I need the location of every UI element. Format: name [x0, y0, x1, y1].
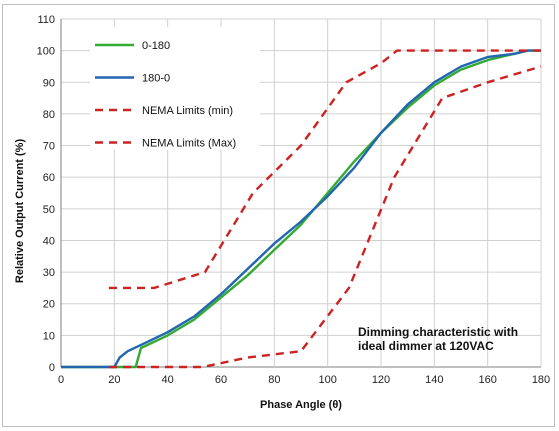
x-tick-label: 120 [372, 374, 390, 386]
x-tick-label: 180 [532, 374, 550, 386]
series-line-3 [109, 49, 541, 290]
x-axis-label: Phase Angle (θ) [260, 399, 342, 411]
x-tick-label: 80 [268, 374, 280, 386]
y-tick-label: 90 [43, 77, 55, 89]
x-tick-label: 60 [215, 374, 227, 386]
x-tick-label: 100 [318, 374, 336, 386]
legend: 0-180 180-0 NEMA Limits (min) NEMA Limits (… [95, 40, 236, 150]
y-tick-label: 30 [43, 267, 55, 279]
y-tick-label: 70 [43, 141, 55, 153]
y-tick-label: 0 [49, 362, 55, 374]
series-lines [61, 49, 542, 369]
x-tick-label: 0 [58, 374, 64, 386]
annotation-line-1: Dimming characteristic with [358, 325, 518, 339]
y-tick-label: 20 [43, 299, 55, 311]
x-tick-label: 20 [108, 374, 120, 386]
annotation-line-2: ideal dimmer at 120VAC [358, 339, 494, 353]
legend-label-1: 180-0 [142, 73, 170, 85]
x-tick-label: 160 [478, 374, 496, 386]
y-tick-label: 10 [43, 330, 55, 342]
y-axis-label: Relative Output Current (%) [14, 139, 26, 284]
y-tick-label: 40 [43, 235, 55, 247]
legend-background [90, 27, 260, 150]
x-tick-label: 140 [425, 374, 443, 386]
y-tick-label: 60 [43, 172, 55, 184]
y-tick-label: 110 [37, 14, 55, 26]
series-line-1 [61, 49, 541, 369]
legend-label-0: 0-180 [142, 40, 170, 52]
x-tick-label: 40 [162, 374, 174, 386]
y-tick-label: 80 [43, 109, 55, 121]
y-tick-label: 50 [43, 204, 55, 216]
legend-label-3: NEMA Limits (Max) [142, 138, 236, 150]
legend-label-2: NEMA Limits (min) [142, 105, 233, 117]
series-line-2 [109, 65, 542, 369]
y-tick-label: 100 [37, 46, 55, 58]
tick-labels: 0 10 20 30 40 50 60 70 80 90 100 110 0 20 40 60 80 100 120… [37, 14, 551, 386]
